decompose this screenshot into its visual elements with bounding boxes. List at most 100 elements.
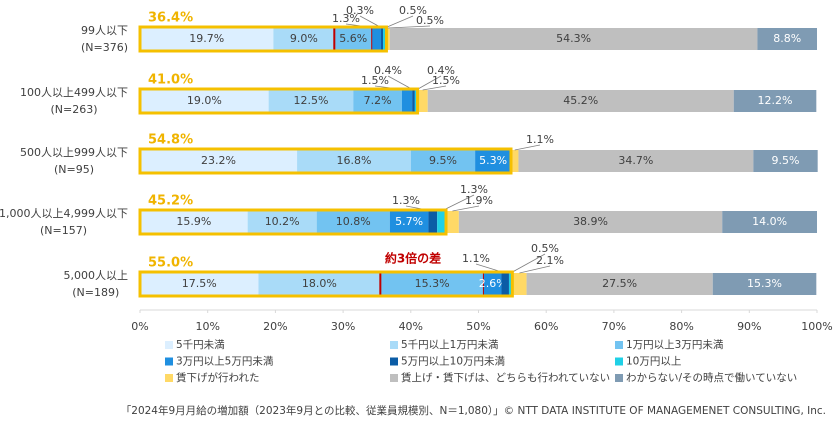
x-tick-label: 0% [131, 320, 148, 333]
bar-segment [501, 273, 509, 295]
data-label: 8.8% [773, 32, 801, 45]
legend-label: 1万円以上3万円未満 [626, 339, 724, 351]
leader-line [416, 75, 442, 91]
bar-segment [483, 273, 502, 295]
leader-line [514, 144, 541, 151]
bar-segment [381, 28, 384, 50]
data-label: 54.3% [556, 32, 591, 45]
bar-segment [518, 150, 754, 172]
bar-segment [140, 150, 298, 172]
x-tick-label: 80% [669, 320, 693, 333]
x-tick-label: 10% [195, 320, 219, 333]
bar-segment [273, 28, 335, 50]
bar-segment [417, 90, 428, 112]
leader-line [510, 253, 546, 274]
data-label: 15.9% [176, 215, 211, 228]
legend-swatch [615, 357, 623, 366]
total-outline [138, 147, 513, 175]
data-label: 0.5% [399, 4, 427, 17]
x-tick-label: 70% [602, 320, 626, 333]
bar-segment [753, 150, 818, 172]
legend-swatch [165, 341, 173, 349]
data-label: 14.0% [752, 215, 787, 228]
bar-segment [383, 28, 387, 50]
data-label: 34.7% [618, 154, 653, 167]
sample-size: (N=189) [72, 286, 119, 299]
data-label: 12.2% [758, 94, 793, 107]
bar-segment [334, 28, 373, 50]
total-label: 54.8% [148, 133, 193, 148]
data-label: 2.1% [536, 254, 564, 267]
bar-segment [458, 211, 723, 233]
leader-line [452, 205, 480, 212]
bar-segment [353, 90, 402, 112]
bar-segment [389, 211, 429, 233]
x-tick-label: 50% [466, 320, 490, 333]
data-label: 9.5% [772, 154, 800, 167]
legend-swatch [390, 341, 398, 349]
total-outline [138, 270, 514, 298]
legend-label: 10万円以上 [626, 356, 681, 368]
category-label: 1,000人以上4,999人以下 [0, 207, 128, 220]
bar-segment [427, 90, 734, 112]
data-label: 1.3% [392, 194, 420, 207]
leader-line [388, 25, 431, 29]
legend-swatch [390, 374, 398, 382]
category-label: 500人以上999人以下 [20, 146, 128, 159]
bar-segment [757, 28, 817, 50]
bar-segment [446, 211, 459, 233]
total-label: 36.4% [148, 11, 193, 26]
data-label: 1.5% [432, 74, 460, 87]
legend-swatch [615, 341, 623, 349]
bar-segment [247, 211, 317, 233]
source: 「2024年9月月給の増加額（2023年9月との比較、従業員規模別、N＝1,08… [121, 404, 826, 417]
bar-segment [428, 211, 438, 233]
data-label: 7.2% [364, 94, 392, 107]
bar-segment [526, 273, 713, 295]
data-label: 10.2% [265, 215, 300, 228]
data-label: 1.3% [332, 12, 360, 25]
data-label: 16.8% [336, 154, 371, 167]
legend-swatch [165, 374, 173, 382]
data-label: 1.3% [460, 183, 488, 196]
bar-segment [389, 28, 758, 50]
total-outline [138, 25, 388, 53]
legend-swatch [615, 374, 623, 382]
data-label: 1.1% [462, 252, 490, 265]
bar-segment [140, 90, 269, 112]
legend-label: 5千円未満 [176, 339, 225, 351]
data-label: 10.8% [336, 215, 371, 228]
x-tick-label: 30% [331, 320, 355, 333]
bar-segment [401, 90, 413, 112]
legend-label: 賃下げが行われた [176, 371, 259, 384]
data-label: 1.9% [465, 194, 493, 207]
data-label: 0.5% [531, 242, 559, 255]
bar-segment [386, 28, 390, 50]
data-label: 23.2% [201, 154, 236, 167]
bar-segment [508, 273, 513, 295]
leader-line [519, 265, 551, 274]
bar-segment [316, 211, 390, 233]
legend-label: 賃上げ・賃下げは、どちらも行われていない [401, 371, 610, 384]
data-label: 2.6% [479, 277, 507, 290]
sample-size: (N=376) [81, 41, 128, 54]
data-label: 45.2% [563, 94, 598, 107]
data-label: 9.0% [290, 32, 318, 45]
bar-segment [268, 90, 354, 112]
bar-segment [437, 211, 447, 233]
data-label: 0.4% [374, 64, 402, 77]
data-label: 38.9% [573, 215, 608, 228]
data-label: 17.5% [182, 277, 217, 290]
bar-segment [372, 28, 382, 50]
leader-line [384, 15, 414, 29]
bar-segment [410, 150, 476, 172]
total-label: 45.2% [148, 194, 193, 209]
category-label: 100人以上499人以下 [20, 86, 128, 99]
bar-segment [258, 273, 381, 295]
data-label: 12.5% [293, 94, 328, 107]
annotation: 約3倍の差 [385, 251, 441, 266]
x-tick-label: 100% [801, 320, 832, 333]
bar-segment [140, 28, 274, 50]
legend-label: 5千円以上1万円未満 [401, 339, 499, 351]
sample-size: (N=263) [50, 103, 97, 116]
